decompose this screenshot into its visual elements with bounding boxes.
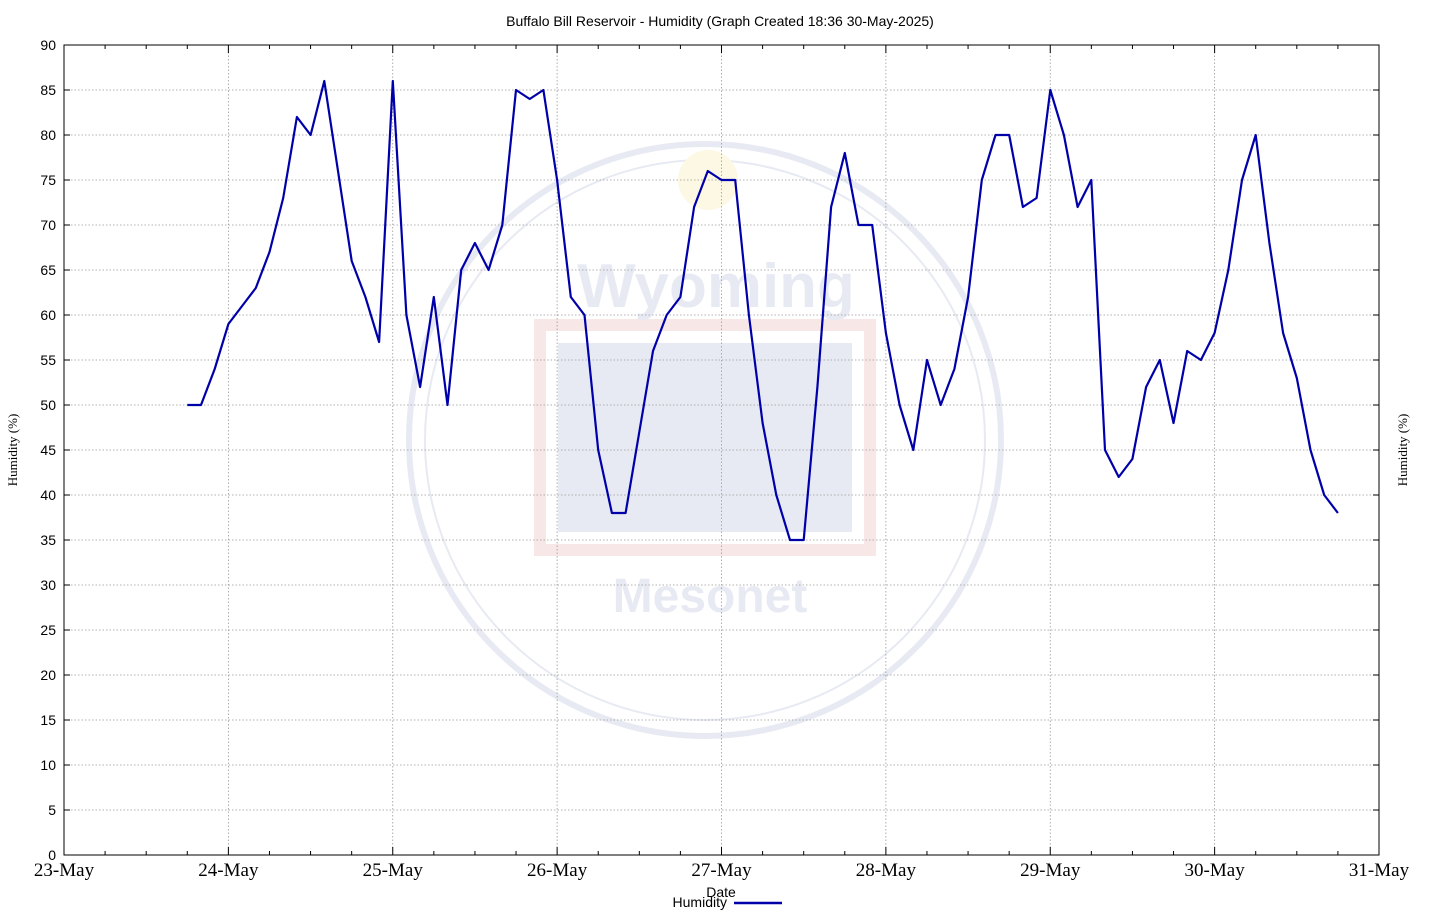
y-tick-label: 50 (40, 397, 56, 413)
x-tick-label: 31-May (1349, 860, 1410, 881)
y-axis-label: Humidity (%) (5, 414, 20, 487)
y-tick-label: 70 (40, 217, 56, 233)
y-tick-label: 35 (40, 532, 56, 548)
x-axis-label: Date (706, 884, 736, 900)
y-tick-label: 85 (40, 82, 56, 98)
y-tick-label: 10 (40, 757, 56, 773)
axis-ticks (63, 44, 1380, 856)
y-tick-label: 40 (40, 487, 56, 503)
watermark-wordmark-top: Wyoming (577, 252, 855, 321)
wyoming-mesonet-watermark: Wyoming Mesonet (406, 141, 1004, 739)
legend-label: Humidity (673, 894, 727, 910)
y-tick-label: 25 (40, 622, 56, 638)
x-tick-label: 25-May (363, 860, 424, 881)
y-tick-label: 5 (48, 802, 56, 818)
x-tick-label: 28-May (856, 860, 917, 881)
y-tick-label: 60 (40, 307, 56, 323)
y-tick-label: 55 (40, 352, 56, 368)
y-tick-label: 15 (40, 712, 56, 728)
humidity-series-line (187, 79, 1339, 542)
legend: Humidity (673, 894, 782, 910)
x-tick-label: 24-May (198, 860, 259, 881)
y-tick-label: 90 (40, 37, 56, 53)
y-tick-label: 75 (40, 172, 56, 188)
x-tick-label: 26-May (527, 860, 588, 881)
y-tick-label: 0 (48, 847, 56, 863)
x-tick-label: 23-May (34, 860, 95, 881)
x-tick-label: 29-May (1020, 860, 1081, 881)
y-tick-labels: 0 5 10 15 20 25 30 35 40 45 50 55 60 65 70 75 80 85 90 (40, 37, 56, 863)
y-axis-label-right: Humidity (%) (1395, 414, 1410, 487)
x-tick-label: 30-May (1185, 860, 1246, 881)
chart-title: Buffalo Bill Reservoir - Humidity (Graph… (506, 13, 934, 29)
y-tick-label: 80 (40, 127, 56, 143)
y-tick-label: 30 (40, 577, 56, 593)
x-tick-label: 27-May (691, 860, 752, 881)
y-tick-label: 45 (40, 442, 56, 458)
x-tick-labels: 23-May 24-May 25-May 26-May 27-May 28-May 29-M… (34, 860, 1410, 881)
y-tick-label: 20 (40, 667, 56, 683)
y-tick-label: 65 (40, 262, 56, 278)
series-layer (187, 79, 1339, 542)
watermark-wordmark-bottom: Mesonet (613, 570, 808, 623)
